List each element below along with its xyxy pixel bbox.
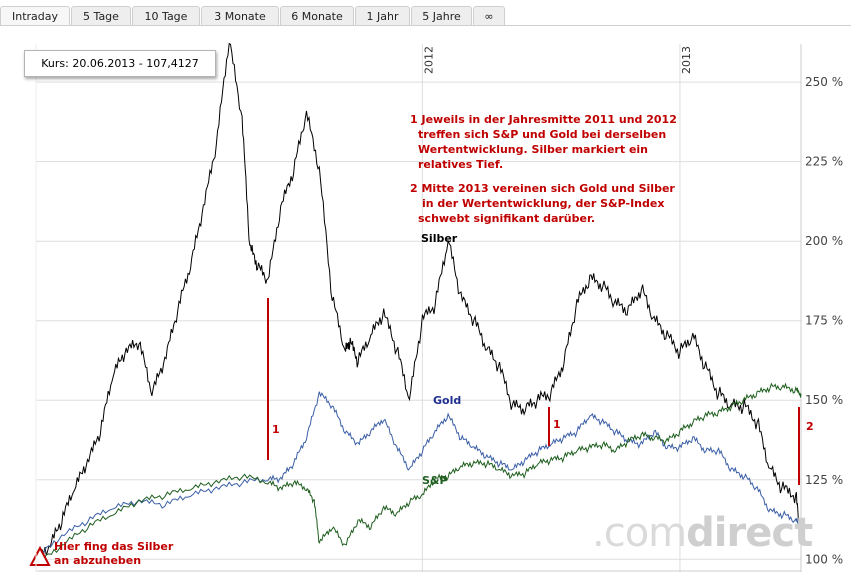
y-tick-label: 150 % [805,393,843,407]
tab-4[interactable]: 6 Monate [280,6,354,26]
start-triangle-icon [29,545,51,566]
tab-5[interactable]: 1 Jahr [355,6,410,26]
tab-7[interactable]: ∞ [473,6,505,26]
performance-chart: 100 % 125 % 150 % 175 % 200 % 225 % 250 % 2012 2… [29,42,843,572]
annotation-start-note-line: Hier fing das Silber [54,540,174,553]
series-label-sp: S&P [422,474,448,487]
series-line-gold [35,391,802,560]
tab-2[interactable]: 10 Tage [132,6,200,26]
y-tick-label: 225 % [805,155,843,169]
annotation-note-2-line: 2 Mitte 2013 vereinen sich Gold und Silb… [410,182,675,195]
marker-label-1a: 1 [272,423,280,436]
series-line-sp [35,382,802,567]
period-tab-bar: Intraday 5 Tage 10 Tage 3 Monate 6 Monate 1 J… [0,0,851,26]
annotation-note-1-line: 1 Jeweils in der Jahresmitte 2011 und 20… [410,113,677,126]
y-tick-label: 100 % [805,552,843,566]
y-tick-label: 250 % [805,75,843,89]
y-tick-label: 125 % [805,473,843,487]
annotation-note-2: 2 Mitte 2013 vereinen sich Gold und Silb… [410,181,675,226]
x-year-label: 2013 [680,46,693,74]
tab-1[interactable]: 5 Tage [71,6,131,26]
series-label-silber: Silber [421,232,458,245]
tab-3[interactable]: 3 Monate [201,6,279,26]
x-year-label: 2012 [422,46,435,74]
comdirect-watermark: .comdirect [592,510,813,556]
annotation-note-1: 1 Jeweils in der Jahresmitte 2011 und 20… [410,112,677,172]
marker-label-1b: 1 [553,418,561,431]
series-label-gold: Gold [433,394,462,407]
marker-label-2: 2 [806,420,814,433]
annotation-start-note-line: an abzuheben [54,554,142,567]
annotation-note-2-line: schwebt signifikant darüber. [418,212,596,225]
annotation-note-1-line: relatives Tief. [418,158,504,171]
y-tick-label: 200 % [805,234,843,248]
tab-bar-divider [0,25,851,26]
annotation-note-1-line: Wertentwicklung. Silber markiert ein [418,143,649,156]
y-tick-label: 175 % [805,314,843,328]
watermark-dot: .com [592,510,687,556]
annotation-note-2-line: in der Wertentwicklung, der S&P-Index [422,197,665,210]
watermark-rest: direct [686,510,813,556]
tab-6[interactable]: 5 Jahre [411,6,472,26]
price-tooltip: Kurs: 20.06.2013 - 107,4127 [24,50,216,77]
annotation-start-note: Hier fing das Silber an abzuheben [54,540,173,568]
tab-0[interactable]: Intraday [0,6,70,26]
series-line-silber [35,42,802,560]
annotation-note-1-line: treffen sich S&P und Gold bei derselben [418,128,667,141]
